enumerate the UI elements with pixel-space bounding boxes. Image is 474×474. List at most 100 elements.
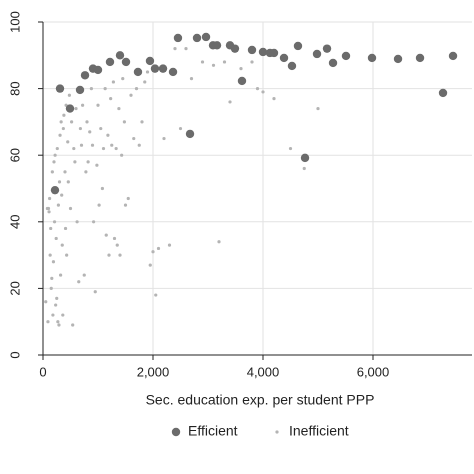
data-point [110,143,114,147]
x-axis-label: Sec. education exp. per student PPP [146,392,375,408]
data-point [158,64,168,73]
data-point [68,206,73,211]
data-point [66,140,70,144]
data-point [212,41,222,50]
data-point [438,88,448,98]
data-point [93,65,103,75]
data-point [189,77,194,81]
data-point [96,103,100,107]
data-point [53,153,57,157]
data-point [237,76,247,86]
data-point [312,49,322,59]
data-point [107,253,111,257]
y-tick-label: 100 [7,11,22,33]
data-point [109,96,113,101]
data-point [250,60,254,64]
data-point [79,143,84,147]
data-point [173,33,183,43]
data-point [67,93,71,97]
data-point [81,103,85,107]
data-point [52,220,57,224]
y-tick-label: 20 [7,281,22,295]
data-point [89,87,93,91]
data-point [178,126,183,131]
data-point [150,64,160,73]
y-tick-label: 0 [7,351,22,358]
data-point [258,47,268,57]
data-point [118,253,122,257]
data-point [106,133,110,137]
data-point [49,286,53,290]
data-point [97,203,101,207]
x-tick-label: 4,000 [247,364,280,379]
data-point [114,146,118,151]
data-point [65,104,75,113]
data-point [57,180,62,184]
data-point [129,93,133,97]
data-point [448,51,458,61]
data-point [120,153,124,157]
data-point [70,120,74,124]
data-point [115,51,125,60]
data-point [185,129,195,139]
data-point [63,226,68,231]
data-point [230,44,240,53]
data-point [99,126,103,131]
data-point [59,273,63,277]
x-tick-label: 6,000 [357,364,390,379]
data-point [184,47,188,51]
data-point [54,236,58,241]
data-point [104,233,108,237]
data-point [55,146,59,151]
data-point [85,120,89,124]
data-point [293,41,303,51]
data-point [272,96,276,101]
data-point [228,100,232,104]
data-point [140,120,144,124]
data-point [52,160,56,164]
data-point [239,67,243,71]
data-point [50,185,60,195]
data-point [48,253,52,257]
data-point [65,253,69,257]
data-point [75,220,79,224]
data-point [47,210,51,214]
data-point [167,243,172,247]
data-point [123,203,128,207]
data-point [192,33,202,43]
data-point [58,133,62,137]
data-point [111,80,115,84]
data-point [367,53,377,63]
data-point [341,51,351,61]
data-point [61,126,65,131]
data-point [95,163,99,167]
data-point [121,57,131,67]
data-point [75,85,85,95]
data-point [222,60,227,64]
data-point [46,206,51,211]
data-point [145,70,150,74]
data-point [217,240,221,244]
data-point [137,143,141,147]
data-point [112,236,117,241]
data-point [201,32,211,42]
data-point [255,87,260,91]
data-point [61,313,65,317]
x-tick-label: 2,000 [137,364,170,379]
data-point [49,226,53,231]
y-tick-label: 80 [7,81,22,95]
data-point [100,186,104,191]
data-point [133,67,143,77]
data-point [73,160,77,164]
data-point [92,220,96,224]
data-point [145,56,155,66]
data-point [60,193,64,197]
data-point [77,280,81,284]
data-point [84,170,88,174]
data-point [74,106,78,111]
data-point [101,146,106,151]
data-point [415,53,425,63]
data-point [56,320,60,324]
data-point [115,243,119,247]
